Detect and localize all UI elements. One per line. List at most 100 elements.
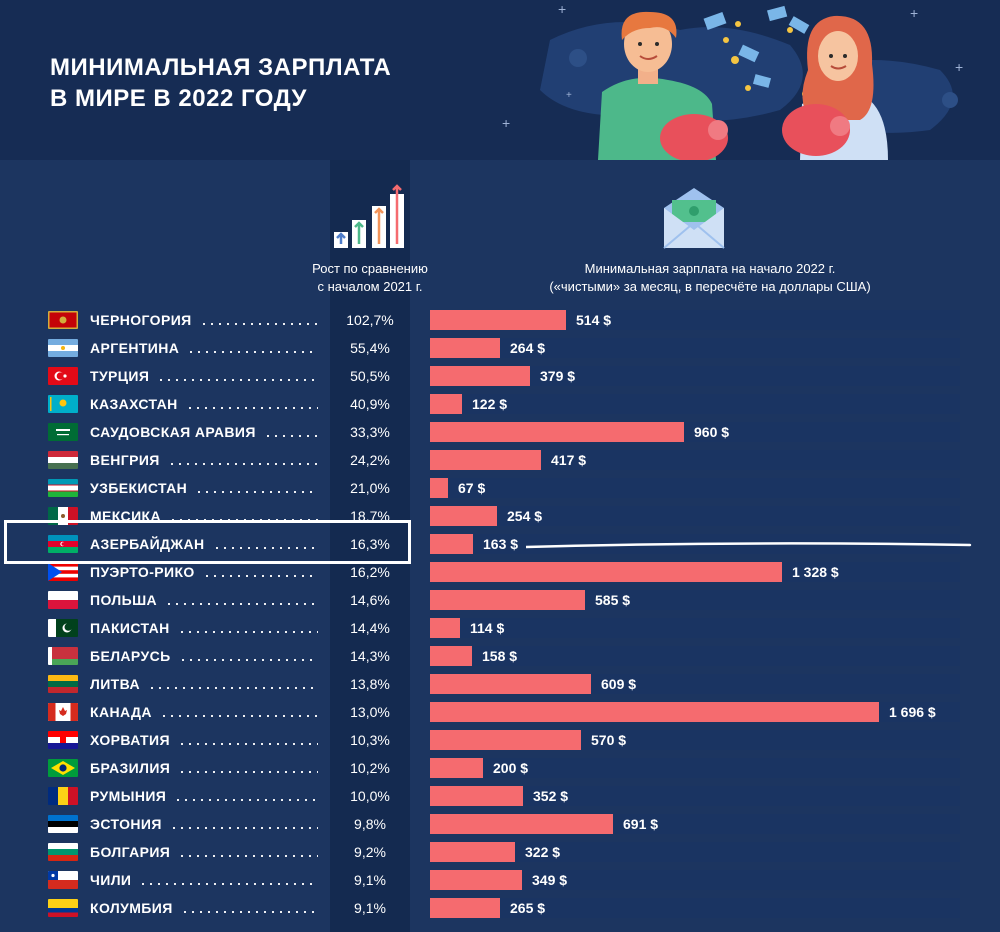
- dot-leader: [165, 603, 318, 605]
- bulgaria-flag: [48, 843, 78, 861]
- growth-value: 14,3%: [350, 648, 390, 664]
- salary-column-header: Минимальная зарплата на начало 2022 г. (…: [510, 260, 910, 296]
- svg-text:+: +: [910, 5, 918, 21]
- salary-bar: [430, 310, 566, 330]
- dot-leader: [179, 659, 318, 661]
- table-row: БОЛГАРИЯ 9,2% 322 $: [0, 838, 1000, 866]
- dot-leader: [264, 435, 318, 437]
- bar-track: [430, 618, 960, 638]
- salary-value-label: 163 $: [483, 536, 519, 552]
- country-label: УЗБЕКИСТАН: [90, 480, 188, 496]
- pakistan-flag: [48, 619, 78, 637]
- country-label: КОЛУМБИЯ: [90, 900, 173, 916]
- header-banner: МИНИМАЛЬНАЯ ЗАРПЛАТА В МИРЕ В 2022 ГОДУ …: [0, 0, 1000, 160]
- mexico-flag: [48, 507, 78, 525]
- country-label: ЧЕРНОГОРИЯ: [90, 312, 192, 328]
- dot-leader: [178, 855, 318, 857]
- salary-value-label: 352 $: [533, 788, 569, 804]
- growth-value: 16,3%: [350, 536, 390, 552]
- salary-value-label: 417 $: [551, 452, 587, 468]
- growth-value: 10,3%: [350, 732, 390, 748]
- dot-leader: [169, 519, 318, 521]
- salary-value-label: 322 $: [525, 844, 561, 860]
- table-row: ХОРВАТИЯ 10,3% 570 $: [0, 726, 1000, 754]
- table-row: УЗБЕКИСТАН 21,0% 67 $: [0, 474, 1000, 502]
- salary-value-label: 960 $: [694, 424, 730, 440]
- kazakhstan-flag: [48, 395, 78, 413]
- envelope-money-icon: [663, 188, 725, 249]
- salary-bar: [430, 842, 515, 862]
- growth-value: 24,2%: [350, 452, 390, 468]
- table-row: ВЕНГРИЯ 24,2% 417 $: [0, 446, 1000, 474]
- salary-value-label: 122 $: [472, 396, 508, 412]
- croatia-flag: [48, 731, 78, 749]
- brazil-flag: [48, 759, 78, 777]
- table-row: БРАЗИЛИЯ 10,2% 200 $: [0, 754, 1000, 782]
- growth-value: 55,4%: [350, 340, 390, 356]
- bar-track: [430, 506, 960, 526]
- bar-track: [430, 786, 960, 806]
- growth-value: 13,8%: [350, 676, 390, 692]
- bar-track: [430, 366, 960, 386]
- svg-text:+: +: [502, 115, 510, 131]
- country-label: ПУЭРТО-РИКО: [90, 564, 195, 580]
- salary-bar: [430, 814, 613, 834]
- lithuania-flag: [48, 675, 78, 693]
- dot-leader: [178, 743, 318, 745]
- salary-value-label: 264 $: [510, 340, 546, 356]
- salary-value-label: 158 $: [482, 648, 518, 664]
- poland-flag: [48, 591, 78, 609]
- salary-value-label: 691 $: [623, 816, 659, 832]
- table-row: ЛИТВА 13,8% 609 $: [0, 670, 1000, 698]
- canada-flag: [48, 703, 78, 721]
- salary-bar: [430, 646, 472, 666]
- salary-bar: [430, 478, 448, 498]
- growth-value: 21,0%: [350, 480, 390, 496]
- turkey-flag: [48, 367, 78, 385]
- title-line-1: МИНИМАЛЬНАЯ ЗАРПЛАТА: [50, 54, 392, 81]
- salary-bar: [430, 562, 782, 582]
- table-row: ПАКИСТАН 14,4% 114 $: [0, 614, 1000, 642]
- table-row: ПУЭРТО-РИКО 16,2% 1 328 $: [0, 558, 1000, 586]
- country-label: АЗЕРБАЙДЖАН: [90, 536, 205, 552]
- growth-value: 10,2%: [350, 760, 390, 776]
- country-label: БЕЛАРУСЬ: [90, 648, 171, 664]
- salary-bar: [430, 534, 473, 554]
- svg-text:+: +: [955, 59, 963, 75]
- salary-value-label: 609 $: [601, 676, 637, 692]
- salary-value-label: 349 $: [532, 872, 568, 888]
- country-label: МЕКСИКА: [90, 508, 161, 524]
- growth-value: 16,2%: [350, 564, 390, 580]
- bar-track: [430, 394, 960, 414]
- bar-track: [430, 478, 960, 498]
- dot-leader: [178, 771, 318, 773]
- bar-track: [430, 898, 960, 918]
- country-label: КАЗАХСТАН: [90, 396, 178, 412]
- growth-value: 9,2%: [354, 844, 386, 860]
- country-label: ВЕНГРИЯ: [90, 452, 160, 468]
- country-label: РУМЫНИЯ: [90, 788, 167, 804]
- growth-chart-icon: [334, 184, 404, 248]
- table-row: КАНАДА 13,0% 1 696 $: [0, 698, 1000, 726]
- azerbaijan-flag: [48, 535, 78, 553]
- growth-value: 40,9%: [350, 396, 390, 412]
- growth-value: 10,0%: [350, 788, 390, 804]
- salary-bar: [430, 898, 500, 918]
- table-row: ТУРЦИЯ 50,5% 379 $: [0, 362, 1000, 390]
- table-row: АРГЕНТИНА 55,4% 264 $: [0, 334, 1000, 362]
- puerto-rico-flag: [48, 563, 78, 581]
- salary-value-label: 254 $: [507, 508, 543, 524]
- country-label: САУДОВСКАЯ АРАВИЯ: [90, 424, 256, 440]
- salary-value-label: 200 $: [493, 760, 529, 776]
- dot-leader: [187, 351, 318, 353]
- table-row: ЧЕРНОГОРИЯ 102,7% 514 $: [0, 306, 1000, 334]
- salary-bar: [430, 730, 581, 750]
- bar-track: [430, 646, 960, 666]
- saudi-arabia-flag: [48, 423, 78, 441]
- country-label: БРАЗИЛИЯ: [90, 760, 171, 776]
- bar-track: [430, 842, 960, 862]
- table-row: КОЛУМБИЯ 9,1% 265 $: [0, 894, 1000, 922]
- salary-bar: [430, 758, 483, 778]
- growth-value: 14,4%: [350, 620, 390, 636]
- colombia-flag: [48, 899, 78, 917]
